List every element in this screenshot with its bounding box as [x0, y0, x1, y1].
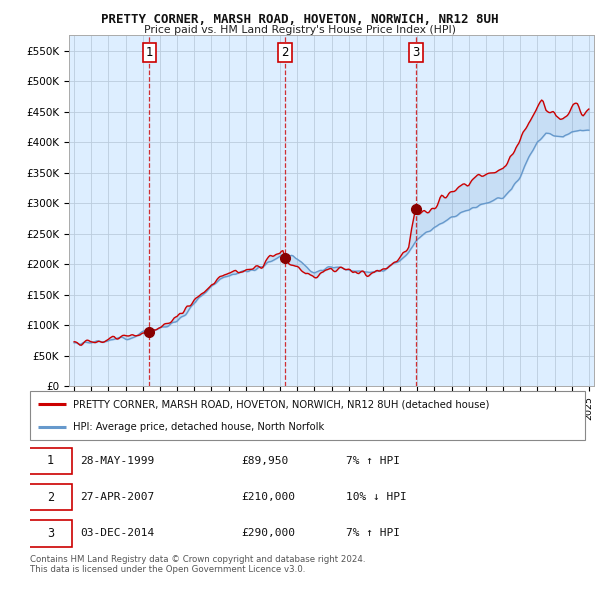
Text: £290,000: £290,000: [241, 529, 295, 539]
Text: Contains HM Land Registry data © Crown copyright and database right 2024.
This d: Contains HM Land Registry data © Crown c…: [30, 555, 365, 574]
Text: HPI: Average price, detached house, North Norfolk: HPI: Average price, detached house, Nort…: [73, 422, 324, 432]
FancyBboxPatch shape: [30, 391, 585, 440]
Text: Price paid vs. HM Land Registry's House Price Index (HPI): Price paid vs. HM Land Registry's House …: [144, 25, 456, 35]
Text: 2: 2: [281, 46, 289, 59]
FancyBboxPatch shape: [29, 520, 72, 546]
Text: 1: 1: [146, 46, 153, 59]
Text: 10% ↓ HPI: 10% ↓ HPI: [346, 492, 407, 502]
Text: 1: 1: [47, 454, 54, 467]
Text: PRETTY CORNER, MARSH ROAD, HOVETON, NORWICH, NR12 8UH: PRETTY CORNER, MARSH ROAD, HOVETON, NORW…: [101, 13, 499, 26]
Text: 7% ↑ HPI: 7% ↑ HPI: [346, 455, 400, 466]
Text: 3: 3: [412, 46, 419, 59]
Text: 7% ↑ HPI: 7% ↑ HPI: [346, 529, 400, 539]
Text: 27-APR-2007: 27-APR-2007: [80, 492, 154, 502]
Text: 2: 2: [47, 490, 54, 504]
Text: PRETTY CORNER, MARSH ROAD, HOVETON, NORWICH, NR12 8UH (detached house): PRETTY CORNER, MARSH ROAD, HOVETON, NORW…: [73, 399, 489, 409]
Text: £210,000: £210,000: [241, 492, 295, 502]
Text: 03-DEC-2014: 03-DEC-2014: [80, 529, 154, 539]
Text: 3: 3: [47, 527, 54, 540]
FancyBboxPatch shape: [29, 448, 72, 474]
Text: £89,950: £89,950: [241, 455, 288, 466]
FancyBboxPatch shape: [29, 484, 72, 510]
Text: 28-MAY-1999: 28-MAY-1999: [80, 455, 154, 466]
